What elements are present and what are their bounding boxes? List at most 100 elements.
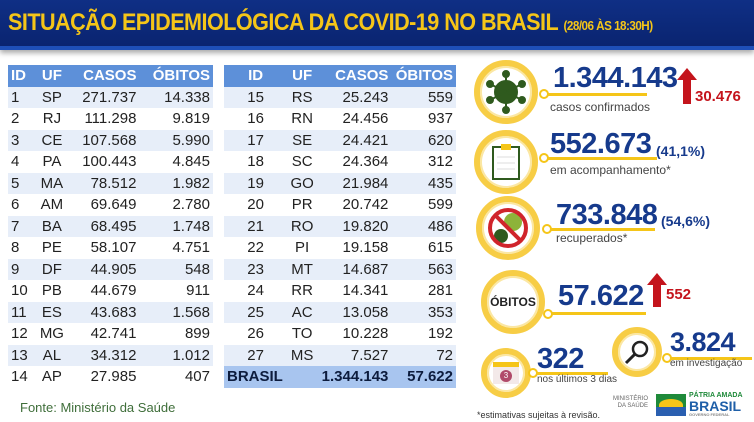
connector-line (536, 372, 608, 375)
monitoring-label: em acompanhamento* (550, 163, 671, 177)
increase-arrow-icon (677, 68, 697, 104)
connector-line (547, 93, 647, 96)
table-cell: 192 (427, 325, 453, 343)
table-cell: 1.748 (139, 215, 213, 237)
column-header: ID (8, 65, 35, 87)
table-cell: AC (287, 301, 318, 323)
table-row: 25 AC 13.058 353 (224, 301, 456, 323)
table-cell: PB (41, 282, 62, 300)
table-cell: 20.742 (342, 196, 389, 214)
clipboard-icon (492, 144, 520, 180)
table-cell: 435 (391, 172, 456, 194)
no-virus-icon (488, 208, 528, 248)
table-row: 23 MT 14.687 563 (224, 258, 456, 280)
brand-line-2: BRASIL (689, 398, 742, 414)
deaths-increase: 552 (666, 286, 692, 303)
recent-value: 322 (537, 343, 584, 375)
title-text: SITUAÇÃO EPIDEMIOLÓGICA DA COVID-19 NO B… (8, 9, 559, 36)
confirmed-increase: 30.476 (695, 88, 741, 105)
monitoring-icon-circle (474, 130, 538, 194)
table-cell: 1.568 (139, 301, 213, 323)
table-row: 11 ES 43.683 1.568 (8, 301, 213, 323)
recovered-percent: (54,6%) (661, 213, 711, 229)
table-cell: 20 (247, 196, 264, 214)
table-cell: 911 (186, 282, 210, 300)
table-cell: 72 (391, 344, 456, 366)
table-cell: 9 (8, 258, 35, 280)
table-cell: 620 (391, 129, 456, 151)
confirmed-label: casos confirmados (550, 100, 651, 114)
table-row: 9 DF 44.905 548 (8, 258, 213, 280)
empty-cell (287, 366, 318, 388)
calendar-day: 3 (500, 369, 512, 382)
table-row: 21 RO 19.820 486 (224, 215, 456, 237)
table-cell: RN (291, 110, 313, 128)
table-row: 6 AM 69.649 2.780 (8, 194, 213, 216)
table-row: 7 BA 68.495 1.748 (8, 215, 213, 237)
table-row: 27 MS 7.527 72 (224, 344, 456, 366)
column-header: CASOS (317, 65, 392, 87)
table-cell: MS (287, 344, 318, 366)
table-cell: 899 (184, 325, 210, 343)
table-cell: PE (41, 239, 62, 257)
deaths-value: 57.622 (558, 280, 644, 312)
table-header-row: ID UF CASOS ÓBITOS (224, 65, 456, 87)
virus-icon (486, 70, 526, 114)
brand-line-1: PÁTRIA AMADA (689, 392, 743, 399)
table-row: 20 PR 20.742 599 (224, 194, 456, 216)
total-row: BRASIL 1.344.143 57.622 (224, 366, 456, 388)
table-cell: MA (34, 172, 70, 194)
table-cell: 9.819 (172, 110, 210, 128)
investigation-label: em investigação (670, 358, 743, 369)
column-header: ÓBITOS (391, 65, 456, 87)
table-cell: 26 (247, 325, 264, 343)
table-cell: 271.737 (69, 86, 140, 108)
connector-line (550, 228, 655, 231)
total-cases: 1.344.143 (317, 366, 392, 388)
table-cell: 1 (8, 86, 35, 108)
table-cell: 312 (427, 153, 453, 171)
table-cell: 4.751 (172, 239, 210, 257)
table-cell: 27.985 (90, 368, 137, 386)
brazil-flag-logo (656, 394, 686, 416)
table-cell: 24.456 (342, 110, 389, 128)
table-cell: DF (34, 258, 70, 280)
table-row: 16 RN 24.456 937 (224, 108, 456, 130)
table-cell: 11 (8, 301, 35, 323)
table-cell: AM (40, 196, 64, 214)
table-cell: 21.984 (317, 172, 392, 194)
table-cell: 7.527 (317, 344, 392, 366)
table-cell: 10.228 (342, 325, 389, 343)
investigation-value: 3.824 (670, 327, 736, 357)
table-cell: AL (34, 344, 70, 366)
table-row: 5 MA 78.512 1.982 (8, 172, 213, 194)
deaths-badge: ÓBITOS (490, 295, 536, 309)
table-cell: 14.341 (342, 282, 389, 300)
table-cell: 615 (427, 239, 453, 257)
column-header: ÓBITOS (139, 65, 213, 87)
table-cell: 16 (247, 110, 264, 128)
table-cell: 5.990 (139, 129, 213, 151)
table-row: 15 RS 25.243 559 (224, 86, 456, 108)
table-cell: 12 (11, 325, 28, 343)
table-row: 18 SC 24.364 312 (224, 151, 456, 173)
table-cell: 25 (224, 301, 288, 323)
table-cell: 3 (8, 129, 35, 151)
table-cell: 14 (11, 368, 28, 386)
table-cell: 18 (247, 153, 264, 171)
table-cell: ES (34, 301, 70, 323)
table-cell: 14.687 (317, 258, 392, 280)
table-cell: 58.107 (90, 239, 137, 257)
table-cell: 24 (247, 282, 264, 300)
table-cell: BA (34, 215, 70, 237)
table-cell: 486 (391, 215, 456, 237)
table-cell: 23 (224, 258, 288, 280)
table-cell: 6 (11, 196, 20, 214)
confirmed-icon-circle (474, 60, 538, 124)
table-cell: AP (41, 368, 62, 386)
table-row: 12 MG 42.741 899 (8, 323, 213, 345)
table-cell: 548 (139, 258, 213, 280)
table-row: 24 RR 14.341 281 (224, 280, 456, 302)
monitoring-percent: (41,1%) (656, 143, 706, 159)
table-cell: MG (39, 325, 64, 343)
